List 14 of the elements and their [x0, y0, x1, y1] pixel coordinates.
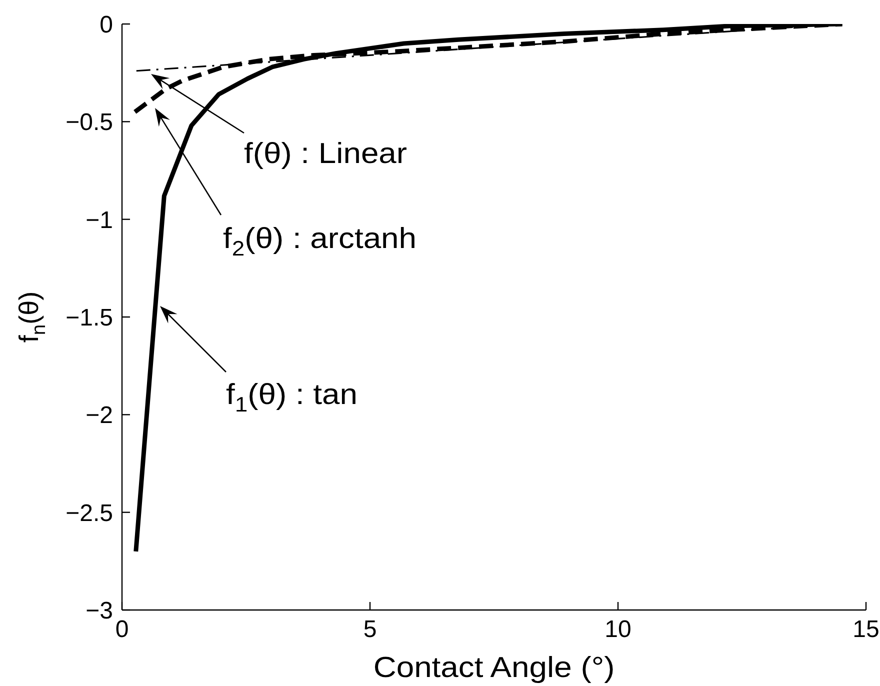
x-tick-label: 5: [363, 616, 377, 644]
annotation: f(θ) : Linear: [244, 137, 408, 170]
y-tick-label: −3: [86, 598, 113, 625]
y-tick-label: −2: [86, 402, 113, 430]
annotation: f$_{2}$(θ) : arctanh: [223, 222, 417, 260]
x-axis-title: Contact Angle (°): [373, 651, 615, 684]
y-tick-label: −1: [86, 206, 113, 234]
x-tick-label: 15: [852, 616, 880, 644]
y-tick-label: −0.5: [66, 109, 113, 136]
x-tick-label: 10: [604, 616, 632, 644]
y-tick-label: 0: [100, 12, 113, 39]
annotation: f$_{1}$(θ) : tan: [226, 378, 358, 416]
y-tick-label: −2.5: [66, 500, 113, 527]
y-tick-label: −1.5: [66, 304, 113, 332]
